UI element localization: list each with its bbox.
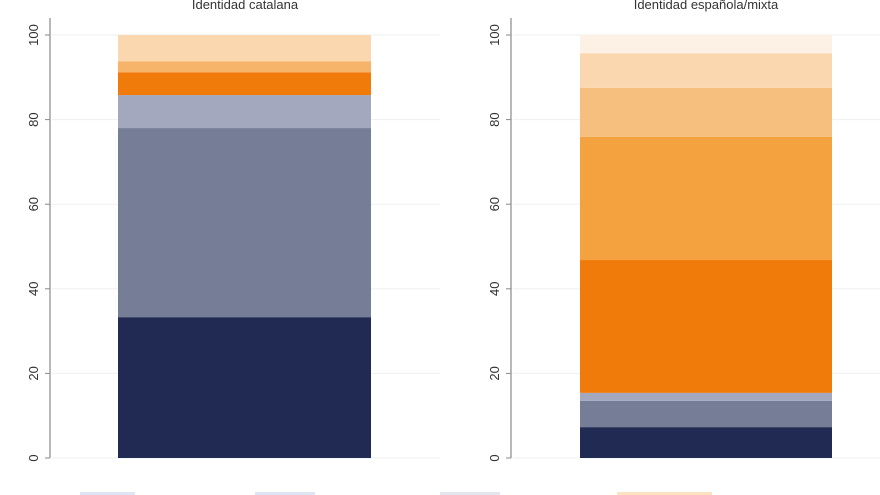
y-tick-label: 20 — [26, 366, 41, 380]
legend-swatch — [80, 492, 135, 495]
bar-segment-5 — [118, 35, 371, 62]
bar-segments — [118, 35, 371, 458]
y-axis: 0 20 40 60 80 100 — [487, 18, 512, 462]
y-tick-label: 80 — [487, 112, 502, 126]
bar-segment-6 — [580, 53, 832, 88]
bar-segment-7 — [580, 35, 832, 54]
legend-swatch — [440, 492, 500, 495]
bar-segment-3 — [580, 260, 832, 393]
legend-swatch — [255, 492, 315, 495]
bar-segment-0 — [580, 427, 832, 458]
y-axis: 0 20 40 60 80 100 — [26, 18, 51, 462]
bar-segment-0 — [118, 317, 371, 458]
panel-identidad-espanola-mixta: Identidad española/mixta 0 20 40 60 80 100 — [487, 0, 880, 462]
bar-segment-2 — [580, 392, 832, 401]
bar-segment-5 — [580, 87, 832, 137]
y-tick-label: 100 — [487, 24, 502, 46]
y-tick-label: 0 — [487, 454, 502, 461]
panel-title: Identidad catalana — [192, 0, 299, 12]
y-tick-label: 0 — [26, 454, 41, 461]
bar-segment-1 — [118, 128, 371, 318]
panel-identidad-catalana: Identidad catalana 0 20 40 60 80 100 — [26, 0, 440, 462]
y-tick-label: 20 — [487, 366, 502, 380]
y-tick-label: 100 — [26, 24, 41, 46]
y-tick-label: 40 — [26, 282, 41, 296]
bar-segment-3 — [118, 72, 371, 96]
y-tick-label: 40 — [487, 282, 502, 296]
y-tick-label: 60 — [487, 197, 502, 211]
bar-segment-2 — [118, 95, 371, 129]
y-tick-label: 80 — [26, 112, 41, 126]
legend-swatch — [617, 492, 712, 495]
legend-cut-off — [80, 492, 712, 495]
y-tick-label: 60 — [26, 197, 41, 211]
bar-segment-4 — [118, 61, 371, 73]
bar-segments — [580, 35, 832, 458]
bar-segment-4 — [580, 136, 832, 261]
bar-segment-1 — [580, 400, 832, 428]
panel-title: Identidad española/mixta — [634, 0, 779, 12]
